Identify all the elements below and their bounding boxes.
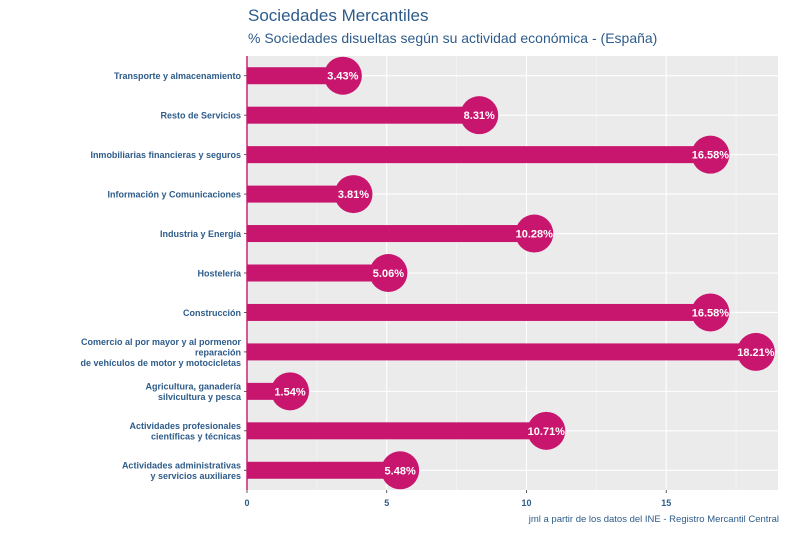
x-tick-label: 15: [661, 498, 671, 508]
data-label: 5.06%: [373, 268, 404, 280]
category-label: Información y Comunicaciones: [107, 190, 241, 200]
data-label: 16.58%: [692, 307, 730, 319]
data-label: 18.21%: [737, 347, 775, 359]
bar: [247, 185, 354, 203]
bar: [247, 303, 711, 321]
data-label: 3.81%: [338, 189, 369, 201]
bar-end-dot: [515, 214, 554, 253]
category-label: Construcción: [183, 308, 241, 318]
data-label: 8.31%: [464, 110, 495, 122]
bar-end-dot: [369, 254, 408, 292]
bar: [247, 106, 480, 124]
category-label: Actividades administrativas y servicios a…: [122, 461, 241, 482]
bar: [247, 67, 343, 85]
bar-end-dot: [323, 56, 362, 95]
chart-subtitle: % Sociedades disueltas según su activida…: [248, 30, 658, 46]
bar: [247, 225, 535, 243]
bar-end-dot: [381, 451, 420, 490]
category-label: Agricultura, ganadería silvicultura y pes…: [145, 382, 242, 403]
x-tick-label: 10: [521, 498, 531, 508]
category-label: Actividades profesionales científicas y t…: [129, 421, 241, 442]
data-label: 1.54%: [274, 386, 305, 398]
bar-end-dot: [334, 175, 373, 214]
data-label: 10.71%: [528, 426, 566, 438]
bar-end-dot: [691, 135, 730, 174]
bar: [247, 422, 547, 440]
category-label: Hostelería: [197, 269, 242, 279]
chart-caption: jml a partir de los datos del INE - Regi…: [528, 514, 779, 525]
bar-end-dot: [460, 96, 499, 135]
bar: [247, 343, 756, 361]
bar-end-dot: [527, 411, 566, 450]
bar: [247, 264, 389, 282]
data-label: 3.43%: [327, 71, 358, 83]
chart-title: Sociedades Mercantiles: [248, 6, 429, 25]
x-tick-label: 0: [244, 498, 249, 508]
x-tick-label: 5: [384, 498, 389, 508]
category-label: Comercio al por mayor y al pormenor repar…: [80, 337, 241, 368]
data-label: 16.58%: [692, 150, 730, 162]
category-label: Transporte y almacenamiento: [114, 71, 242, 81]
category-label: Inmobiliarias financieras y seguros: [90, 150, 241, 160]
bar: [247, 461, 401, 479]
bar-end-dot: [736, 332, 775, 371]
category-label: Resto de Servicios: [160, 111, 241, 121]
bar-end-dot: [271, 372, 310, 411]
bar: [247, 146, 711, 164]
category-label: Industria y Energía: [160, 229, 242, 239]
data-label: 10.28%: [516, 229, 554, 241]
bar-end-dot: [691, 293, 730, 332]
data-label: 5.48%: [385, 465, 416, 477]
